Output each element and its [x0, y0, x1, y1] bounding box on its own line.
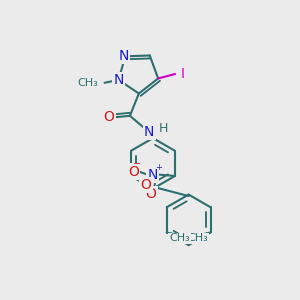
Text: CH₃: CH₃ — [188, 233, 208, 243]
Text: N: N — [113, 73, 124, 87]
Text: O: O — [104, 110, 115, 124]
Text: H: H — [159, 122, 168, 135]
Text: O: O — [140, 178, 152, 192]
Text: N: N — [144, 125, 154, 139]
Text: +: + — [155, 164, 162, 172]
Text: CH₃: CH₃ — [169, 233, 190, 243]
Text: I: I — [180, 67, 184, 81]
Text: CH₃: CH₃ — [77, 78, 98, 88]
Text: O: O — [146, 187, 157, 201]
Text: O: O — [128, 164, 139, 178]
Text: N: N — [118, 49, 129, 63]
Text: −: − — [133, 159, 141, 169]
Text: N: N — [147, 167, 158, 182]
